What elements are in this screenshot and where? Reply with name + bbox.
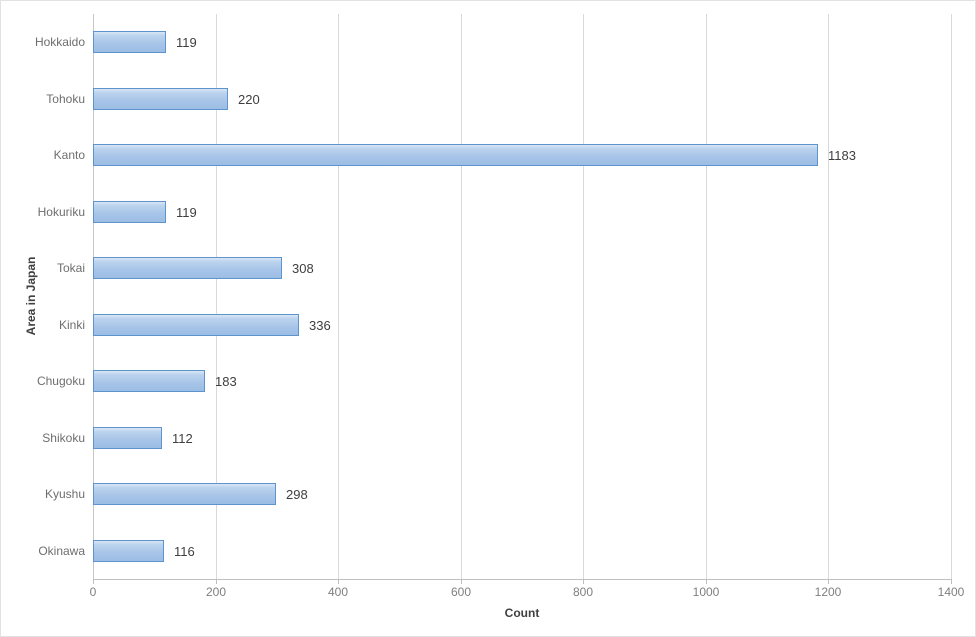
- data-label: 1183: [828, 148, 856, 163]
- bar-okinawa: [93, 540, 164, 562]
- category-label: Okinawa: [38, 544, 85, 558]
- category-label: Hokuriku: [37, 205, 85, 219]
- bar-hokuriku: [93, 201, 166, 223]
- bar-shikoku: [93, 427, 162, 449]
- data-label: 308: [292, 261, 314, 276]
- x-axis-tick: [828, 579, 829, 584]
- category-label: Tokai: [56, 261, 85, 275]
- gridline: [216, 14, 217, 579]
- x-axis-tick: [951, 579, 952, 584]
- bar-hokkaido: [93, 31, 166, 53]
- data-label: 112: [172, 431, 193, 446]
- gridline: [461, 14, 462, 579]
- gridline: [951, 14, 952, 579]
- bar-tokai: [93, 257, 282, 279]
- bar-chugoku: [93, 370, 205, 392]
- x-tick-label: 400: [327, 585, 349, 599]
- data-label: 119: [176, 35, 197, 50]
- x-axis-tick: [461, 579, 462, 584]
- x-tick-label: 800: [572, 585, 594, 599]
- data-label: 183: [215, 374, 237, 389]
- gridline: [706, 14, 707, 579]
- category-label: Kinki: [58, 318, 85, 332]
- x-axis-tick: [216, 579, 217, 584]
- category-label: Chugoku: [36, 374, 85, 388]
- data-label: 119: [176, 205, 197, 220]
- bar-kanto: [93, 144, 818, 166]
- category-label: Kyushu: [44, 487, 85, 501]
- data-label: 336: [309, 318, 331, 333]
- x-axis-tick: [93, 579, 94, 584]
- x-tick-label: 1000: [692, 585, 720, 599]
- x-axis-title: Count: [504, 606, 540, 620]
- gridline: [583, 14, 584, 579]
- x-tick-label: 600: [450, 585, 472, 599]
- gridline: [828, 14, 829, 579]
- bar-tohoku: [93, 88, 228, 110]
- data-label: 220: [238, 92, 260, 107]
- x-tick-label: 0: [89, 585, 97, 599]
- data-label: 116: [174, 544, 195, 559]
- gridline: [338, 14, 339, 579]
- y-axis-line: [93, 14, 94, 579]
- category-label: Tohoku: [46, 92, 85, 106]
- x-tick-label: 1200: [814, 585, 842, 599]
- x-axis-tick: [583, 579, 584, 584]
- bar-kyushu: [93, 483, 276, 505]
- plot-area: [93, 14, 952, 584]
- bar-kinki: [93, 314, 299, 336]
- x-tick-label: 1400: [937, 585, 965, 599]
- category-label: Hokkaido: [34, 35, 85, 49]
- category-label: Kanto: [53, 148, 85, 162]
- x-tick-label: 200: [205, 585, 227, 599]
- category-label: Shikoku: [42, 431, 85, 445]
- x-axis-tick: [706, 579, 707, 584]
- x-axis-tick: [338, 579, 339, 584]
- data-label: 298: [286, 487, 308, 502]
